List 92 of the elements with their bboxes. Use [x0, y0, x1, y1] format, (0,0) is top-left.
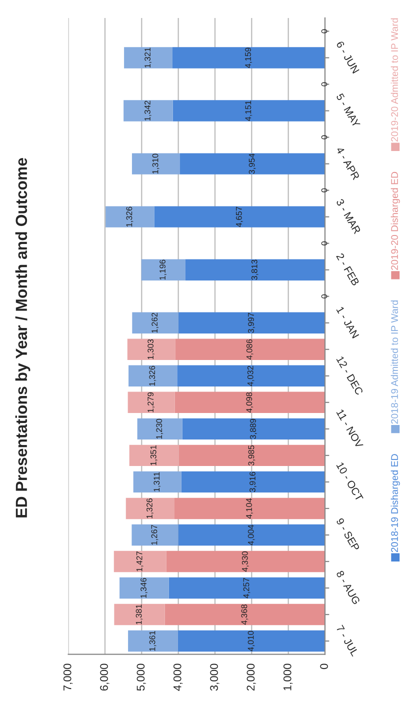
data-label: 3,916 [250, 472, 256, 492]
data-label: 1,326 [126, 206, 134, 227]
data-label: 4,086 [246, 339, 254, 360]
data-label: 3,813 [251, 260, 258, 280]
x-tick-label: 7,000 [63, 664, 73, 691]
bar [132, 312, 178, 334]
bar [128, 392, 175, 414]
bar [185, 259, 325, 280]
data-label: 1,342 [144, 100, 152, 121]
data-label: 1,361 [149, 631, 156, 651]
x-tick-label: 5,000 [136, 664, 146, 691]
bar [177, 365, 325, 387]
data-label: 4,657 [236, 206, 243, 228]
data-label: 1,381 [136, 604, 143, 624]
bar [132, 153, 180, 174]
bar [132, 524, 178, 546]
bar [106, 206, 154, 228]
data-label: 1,311 [154, 472, 161, 492]
x-tick-label: 2,000 [246, 664, 256, 691]
data-label: 0 [321, 135, 328, 140]
bar [154, 206, 325, 228]
x-tick-label: 1,000 [283, 664, 293, 690]
bar [178, 444, 325, 466]
bar [166, 550, 325, 572]
bar [172, 47, 325, 68]
bar [164, 604, 325, 626]
bar [114, 550, 166, 572]
data-label: 4,151 [245, 100, 252, 122]
bar [178, 524, 325, 546]
data-label: 4,104 [246, 498, 253, 519]
x-tick-label: 6,000 [100, 664, 110, 691]
bar [128, 630, 178, 652]
data-label: 1,310 [152, 154, 160, 174]
data-label: 3,985 [248, 445, 256, 466]
bar [137, 418, 182, 440]
data-label: 3,954 [248, 154, 256, 174]
bar [127, 338, 176, 360]
data-label: 1,321 [144, 48, 152, 68]
bar [174, 498, 325, 520]
data-label: 1,326 [146, 498, 154, 518]
bar [124, 47, 172, 68]
bar [126, 498, 174, 520]
data-label: 1,326 [149, 366, 156, 386]
data-label: 4,032 [247, 366, 254, 386]
data-label: 1,303 [148, 339, 154, 360]
bar [129, 444, 179, 466]
data-label: 4,368 [241, 604, 248, 625]
bar [174, 392, 325, 414]
text: 2018-19 Admitted to IP Ward [390, 300, 398, 424]
data-label: 4,004 [248, 524, 255, 546]
bar [175, 338, 325, 360]
data-label: 1,351 [150, 445, 158, 466]
text: 2019-20 Admitted to IP Ward [390, 18, 398, 142]
bar [172, 100, 325, 122]
data-label: 0 [321, 82, 328, 86]
bar [178, 312, 325, 334]
bar [141, 259, 186, 280]
data-label: 1,279 [148, 392, 154, 412]
data-label: 0 [321, 188, 328, 192]
bar [120, 577, 169, 599]
bar [182, 418, 325, 440]
x-tick-label: 4,000 [173, 664, 183, 691]
data-label: 0 [321, 29, 328, 34]
data-label: 4,098 [246, 392, 254, 413]
bar [128, 365, 178, 387]
data-label: 1,427 [136, 551, 144, 572]
bar [181, 471, 325, 493]
data-label: 3,997 [248, 312, 255, 333]
data-label: 4,257 [243, 578, 250, 598]
data-label: 4,159 [245, 48, 252, 68]
text: 2018-19 Disharged ED [390, 454, 400, 552]
data-label: 1,196 [160, 260, 166, 280]
data-label: 1,262 [152, 312, 159, 333]
bar [180, 153, 325, 174]
y-tick-label: 7 - JUL [336, 624, 359, 657]
data-label: 3,889 [250, 418, 257, 440]
bar [178, 630, 325, 652]
bar [133, 471, 182, 493]
bar [168, 577, 325, 599]
data-label: 4,330 [242, 551, 249, 572]
data-label: 0 [321, 294, 328, 298]
data-label: 4,010 [248, 630, 255, 652]
data-label: 0 [321, 241, 328, 246]
x-tick-label: 0 [320, 664, 328, 670]
text: 2019-20 Disharged ED [390, 172, 400, 270]
bar [114, 604, 165, 626]
data-label: 1,346 [140, 578, 148, 598]
data-label: 1,230 [156, 418, 164, 439]
bar [124, 100, 173, 122]
text: ED Presentations by Year / Month and Outcome [15, 158, 30, 518]
data-label: 1,267 [151, 524, 158, 545]
x-tick-label: 3,000 [210, 664, 220, 691]
